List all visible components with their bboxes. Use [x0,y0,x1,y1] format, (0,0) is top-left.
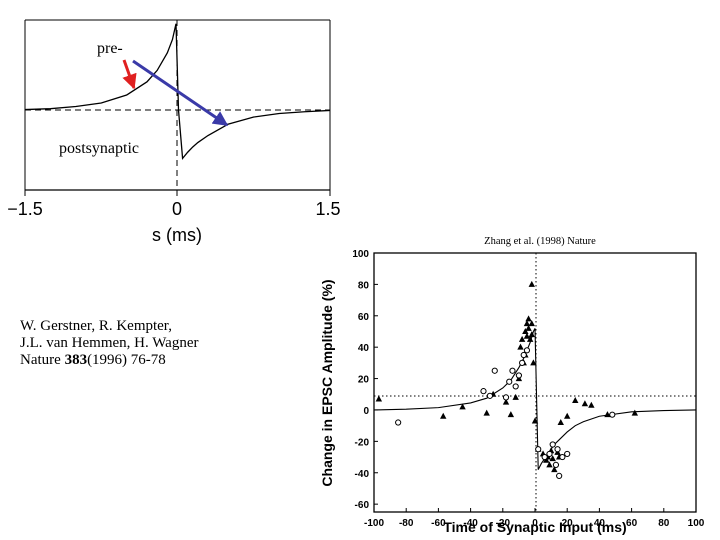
zhang-point-triangle [522,327,529,334]
zhang-plot-frame [373,252,697,513]
zhang-point-triangle [631,409,639,416]
zhang-y-tick-label: 0 [363,406,369,417]
citation-reference: Nature 383(1996) 76-78 [20,352,290,369]
pre-arrow [122,59,137,90]
zhang-point-triangle [551,466,558,473]
zhang-x-tick-label: -20 [496,518,511,529]
zhang-x-tick-label: -100 [364,518,384,529]
zhang-y-tick-label: 100 [352,249,369,260]
zhang-y-tick-label: 60 [358,312,370,323]
zhang-point-circle [491,367,498,374]
zhang-point-triangle [502,398,510,405]
x-tick-label-zero: 0 [172,199,182,219]
zhang-x-tick-label: 0 [532,518,538,529]
zhang-point-circle [512,383,519,390]
zhang-point-triangle [517,343,524,350]
zhang-point-triangle [530,359,537,366]
zhang-point-circle [480,388,487,395]
zhang-point-circle [552,461,560,469]
zhang-point-circle [554,446,561,453]
zhang-point-circle [546,450,553,458]
zhang-point-triangle [525,324,532,331]
zhang-point-triangle [604,411,611,418]
zhang-point-triangle [528,320,535,327]
zhang-x-tick-label: 100 [688,518,705,529]
zhang-point-triangle [546,461,553,468]
citation: W. Gerstner, R. Kempter, J.L. van Hemmen… [20,318,290,369]
zhang-point-triangle [523,332,531,339]
zhang-point-circle [486,392,494,399]
zhang-fit-line [373,328,697,470]
zhang-point-triangle [518,335,526,342]
zhang-scatter-chart: Zhang et al. (1998) Nature -60 -40 -20 0 20 4… [319,236,705,535]
zhang-point-triangle [440,412,447,419]
annotation-postsynaptic: postsynaptic [59,140,139,157]
zhang-x-tick-label: 60 [626,518,638,529]
zhang-y-tick-label: -40 [355,469,370,480]
zhang-y-tick-label: -20 [355,437,370,448]
zhang-point-triangle [531,417,539,424]
x-tick-label-max: 1.5 [315,199,340,219]
zhang-point-circle [523,347,531,354]
zhang-point-circle [535,446,542,453]
x-tick-label-min: −1.5 [7,199,43,219]
zhang-point-triangle [549,455,556,462]
zhang-x-tick-label: -60 [431,518,446,529]
zhang-data-points [375,280,639,479]
zhang-y-tick-label: 80 [358,280,370,291]
citation-volume: 383 [64,352,88,368]
zhang-point-triangle [564,412,571,419]
zhang-point-triangle [512,393,519,400]
zhang-point-circle [564,450,571,458]
x-axis-label: s (ms) [152,225,202,245]
zhang-point-circle [519,359,526,366]
zhang-x-ticks: -100 -80 -60 -40 -20 0 20 40 60 80 100 [364,508,705,529]
zhang-point-triangle [523,320,531,327]
zhang-point-triangle [572,397,579,404]
kernel-curve [24,23,331,161]
zhang-x-axis-label: Time of Synaptic Input (ms) [443,519,626,535]
zhang-x-tick-label: 20 [562,518,574,529]
zhang-point-triangle [528,280,535,287]
zhang-point-circle [541,453,548,461]
zhang-x-tick-label: 40 [594,518,606,529]
zhang-point-circle [395,419,402,426]
citation-authors-1: W. Gerstner, R. Kempter, [20,318,172,334]
zhang-y-tick-label: 40 [358,343,370,354]
citation-journal: Nature [20,352,61,368]
zhang-x-tick-label: 80 [658,518,670,529]
annotation-pre: pre- [97,40,123,57]
zhang-point-triangle [483,409,490,416]
zhang-point-circle [559,453,566,461]
postsynaptic-arrow [132,59,229,127]
zhang-point-circle [609,411,616,418]
zhang-y-ticks: -60 -40 -20 0 20 40 60 80 100 [352,249,378,511]
zhang-y-axis-label: Change in EPSC Amplitude (%) [319,279,335,486]
citation-authors-2: J.L. van Hemmen, H. Wagner [20,335,199,351]
zhang-point-circle [520,351,527,359]
zhang-x-tick-label: -40 [463,518,478,529]
zhang-point-triangle [581,400,589,407]
zhang-point-triangle [507,411,515,418]
zhang-point-triangle [588,401,595,408]
zhang-title: Zhang et al. (1998) Nature [484,236,596,247]
zhang-point-triangle [526,335,534,342]
citation-pages: (1996) 76-78 [87,352,166,368]
zhang-point-triangle [525,315,532,322]
zhang-point-circle [556,472,563,479]
stdp-kernel-chart: −1.5 0 1.5 s (ms) pre- postsynaptic [7,19,341,245]
zhang-point-circle [502,394,510,401]
zhang-point-triangle [557,419,564,426]
zhang-point-circle [506,378,513,385]
zhang-y-tick-label: 20 [358,375,370,386]
zhang-point-circle [509,367,516,374]
zhang-point-circle [515,372,522,379]
zhang-point-circle [549,441,556,448]
zhang-point-triangle [459,403,466,410]
zhang-y-tick-label: -60 [355,500,370,511]
zhang-point-triangle [375,395,383,402]
zhang-x-tick-label: -80 [399,518,414,529]
zhang-point-triangle [528,331,535,338]
